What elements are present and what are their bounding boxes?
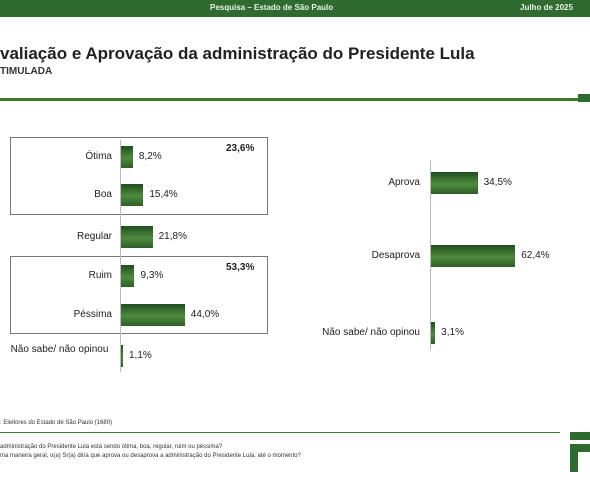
- left-chart-axis: [120, 140, 121, 372]
- question-2: ma maneira geral, o(a) Sr(a) diria que a…: [0, 453, 301, 459]
- bar-nao-sabe-nao-opinou: [121, 345, 123, 367]
- bar-aprova: [431, 172, 478, 194]
- divider-accent: [578, 94, 590, 102]
- bar-pessima: [121, 304, 185, 326]
- positive-group-total: 23,6%: [226, 143, 255, 154]
- page-title: valiação e Aprovação da administração do…: [0, 44, 475, 63]
- value-label-boa: 15,4%: [149, 189, 178, 200]
- base-note: : Eleitores do Estado de São Paulo (1680…: [0, 420, 113, 426]
- category-label-desaprova: Desaprova: [371, 250, 420, 261]
- question-1: administração do Presidente Lula está se…: [0, 444, 223, 450]
- category-label-regular: Regular: [76, 231, 112, 242]
- header-bar: Pesquisa – Estado de São Paulo Julho de …: [0, 0, 590, 17]
- value-label-nao-sabe-nao-opinou: 3,1%: [441, 327, 464, 338]
- category-label-aprova: Aprova: [388, 177, 420, 188]
- category-label-nao-sabe-nao-opinou: Não sabe/ não opinou: [322, 327, 420, 338]
- value-label-otima: 8,2%: [138, 151, 162, 162]
- value-label-ruim: 9,3%: [140, 270, 164, 281]
- footer-divider: [0, 432, 560, 433]
- bar-boa: [121, 184, 144, 206]
- value-label-regular: 21,8%: [158, 231, 187, 242]
- bar-ruim: [121, 265, 135, 287]
- survey-date: Julho de 2025: [520, 3, 573, 12]
- category-label-otima: Ótima: [85, 151, 112, 162]
- negative-group-box: [10, 256, 268, 334]
- value-label-nao-sabe-nao-opinou: 1,1%: [129, 350, 152, 361]
- page-subtitle: TIMULADA: [0, 66, 53, 77]
- category-label-pessima: Péssima: [73, 309, 112, 320]
- category-label-boa: Boa: [94, 189, 112, 200]
- brand-logo-icon: [570, 432, 590, 472]
- negative-group-total: 53,3%: [226, 262, 255, 273]
- value-label-aprova: 34,5%: [483, 177, 512, 188]
- right-chart-axis: [430, 160, 431, 350]
- bar-desaprova: [431, 245, 516, 267]
- bar-nao-sabe-nao-opinou: [431, 322, 436, 344]
- bar-otima: [121, 146, 133, 168]
- positive-group-box: [10, 137, 268, 215]
- value-label-desaprova: 62,4%: [521, 250, 550, 261]
- category-label-ruim: Ruim: [88, 270, 112, 281]
- category-label-nao-sabe-nao-opinou: Não sabe/ não opinou: [10, 344, 109, 355]
- title-divider: [0, 98, 590, 101]
- bar-regular: [121, 226, 153, 248]
- value-label-pessima: 44,0%: [190, 309, 220, 320]
- survey-name: Pesquisa – Estado de São Paulo: [210, 3, 334, 12]
